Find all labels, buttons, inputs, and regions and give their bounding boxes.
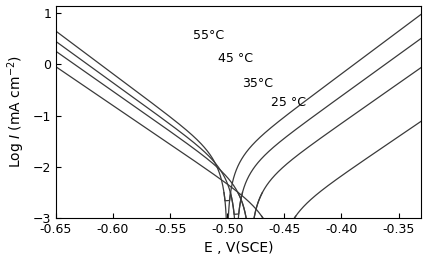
Text: 35°C: 35°C bbox=[242, 78, 273, 91]
Text: 45 °C: 45 °C bbox=[218, 52, 253, 65]
Text: 55°C: 55°C bbox=[193, 29, 224, 42]
Y-axis label: Log $I$ (mA cm$^{-2}$): Log $I$ (mA cm$^{-2}$) bbox=[6, 55, 27, 168]
Text: 25 °C: 25 °C bbox=[270, 96, 305, 109]
X-axis label: E , V(SCE): E , V(SCE) bbox=[204, 241, 273, 256]
